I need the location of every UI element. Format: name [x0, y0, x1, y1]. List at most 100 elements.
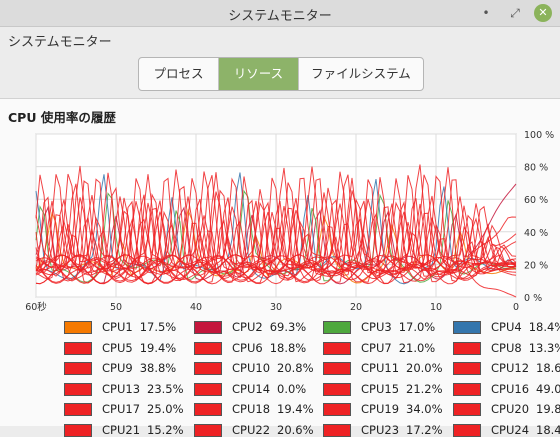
tab-processes[interactable]: プロセス [139, 58, 219, 90]
cpu-color-swatch[interactable] [453, 382, 481, 396]
cpu-usage-value: 20.8% [277, 361, 314, 375]
cpu-color-swatch[interactable] [453, 403, 481, 416]
cpu-legend-label: CPU7 21.0% [361, 341, 435, 355]
cpu-color-swatch[interactable] [323, 321, 351, 334]
cpu-legend-label: CPU19 34.0% [361, 402, 443, 416]
cpu-usage-value: 19.8 [536, 402, 560, 416]
x-tick-label: 60秒 [25, 301, 47, 313]
x-tick-label: 50 [110, 302, 122, 313]
y-tick-label: 20 % [524, 260, 548, 271]
cpu-name: CPU20 [491, 402, 530, 416]
cpu-color-swatch[interactable] [64, 403, 92, 416]
cpu-color-swatch[interactable] [64, 382, 92, 396]
cpu-color-swatch[interactable] [194, 403, 222, 416]
cpu-usage-value: 0.0% [277, 381, 307, 396]
maximize-button[interactable]: ⤢ [510, 6, 520, 20]
cpu-usage-value: 21.2% [406, 381, 443, 396]
cpu-color-swatch[interactable] [453, 362, 481, 375]
cpu-usage-value: 49.0 [536, 381, 560, 396]
cpu-color-swatch[interactable] [323, 341, 351, 355]
cpu-color-swatch[interactable] [194, 321, 222, 334]
section-title: CPU 使用率の履歴 [8, 110, 116, 125]
y-tick-label: 60 % [524, 195, 548, 206]
title-bar: システムモニター • ⤢ ✕ [0, 0, 560, 27]
cpu-name: CPU1 [102, 320, 133, 334]
y-tick-label: 80 % [524, 163, 548, 174]
cpu-legend-label: CPU10 20.8% [232, 361, 314, 375]
cpu-color-swatch[interactable] [323, 362, 351, 375]
cpu-name: CPU6 [232, 340, 263, 355]
cpu-legend-label: CPU5 19.4% [102, 341, 176, 355]
cpu-history-line-cpu24 [35, 174, 517, 285]
cpu-legend-label: CPU20 19.8 [491, 402, 560, 416]
x-tick-label: 30 [270, 302, 282, 313]
cpu-usage-value: 17.0% [398, 320, 436, 334]
cpu-legend-label: CPU17 25.0% [102, 402, 184, 416]
cpu-color-swatch[interactable] [64, 321, 92, 334]
cpu-name: CPU2 [232, 320, 263, 334]
x-tick-label: 10 [430, 302, 442, 313]
cpu-legend-label: CPU2 69.3% [232, 320, 306, 334]
cpu-color-swatch[interactable] [194, 423, 222, 437]
cpu-color-swatch[interactable] [64, 423, 92, 437]
cpu-legend-label: CPU9 38.8% [102, 361, 176, 375]
cpu-legend-label: CPU14 0.0% [232, 382, 306, 396]
cpu-usage-value: 19.4% [139, 340, 177, 355]
cpu-color-swatch[interactable] [453, 423, 481, 437]
cpu-name: CPU19 [361, 402, 400, 416]
cpu-usage-value: 13.3% [528, 340, 560, 355]
cpu-legend-label: CPU1 17.5% [102, 320, 176, 334]
cpu-color-swatch[interactable] [323, 403, 351, 416]
cpu-color-swatch[interactable] [194, 382, 222, 396]
cpu-history-line-cpu13 [35, 192, 517, 284]
y-tick-label: 100 % [524, 130, 554, 141]
cpu-name: CPU17 [102, 402, 141, 416]
cpu-color-swatch[interactable] [194, 362, 222, 375]
minimize-button[interactable]: • [482, 6, 490, 20]
cpu-legend-label: CPU15 21.2% [361, 382, 443, 396]
cpu-usage-value: 21.0% [398, 340, 436, 355]
cpu-name: CPU14 [232, 381, 271, 396]
tab-resources[interactable]: リソース [219, 58, 299, 90]
cpu-legend-label: CPU8 13.3% [491, 341, 560, 355]
cpu-name: CPU7 [361, 340, 392, 355]
cpu-name: CPU9 [102, 361, 133, 375]
cpu-history-line-cpu16 [35, 212, 517, 285]
cpu-usage-value: 18.8% [269, 340, 307, 355]
cpu-history-line-cpu20 [35, 164, 517, 284]
cpu-usage-value: 23.5% [147, 381, 184, 396]
cpu-usage-value: 38.8% [139, 361, 177, 375]
cpu-legend-label: CPU3 17.0% [361, 320, 435, 334]
x-tick-label: 0 [513, 302, 519, 313]
cpu-color-swatch[interactable] [453, 341, 481, 355]
cpu-color-swatch[interactable] [323, 423, 351, 437]
cpu-name: CPU4 [491, 320, 522, 334]
cpu-color-swatch[interactable] [64, 341, 92, 355]
window-title: システムモニター [228, 9, 332, 24]
cpu-name: CPU5 [102, 340, 133, 355]
y-tick-label: 0 % [524, 293, 542, 304]
x-tick-label: 20 [350, 302, 362, 313]
cpu-legend-label: CPU18 19.4% [232, 402, 314, 416]
cpu-legend-label: CPU16 49.0 [491, 382, 560, 396]
cpu-color-swatch[interactable] [453, 321, 481, 334]
cpu-history-chart: 100 % 80 % 60 % 40 % 20 % 0 % 60秒 50 40 30 20 10 0 [25, 130, 554, 313]
cpu-usage-value: 69.3% [269, 320, 307, 334]
app-menu-label[interactable]: システムモニター [8, 35, 112, 50]
cpu-name: CPU8 [491, 340, 522, 355]
cpu-color-swatch[interactable] [64, 362, 92, 375]
cpu-name: CPU15 [361, 381, 400, 396]
cpu-usage-value: 18.6 [536, 361, 560, 375]
cpu-usage-value: 34.0% [406, 402, 443, 416]
cpu-color-swatch[interactable] [323, 382, 351, 396]
resources-panel: CPU 使用率の履歴 100 % 80 % 60 % 40 % 20 % 0 % 60秒 50… [0, 98, 560, 437]
cpu-name: CPU11 [361, 361, 400, 375]
close-button[interactable]: ✕ [534, 4, 552, 22]
cpu-name: CPU3 [361, 320, 392, 334]
cpu-color-swatch[interactable] [194, 341, 222, 355]
y-tick-label: 40 % [524, 228, 548, 239]
tab-file-systems[interactable]: ファイルシステム [311, 66, 411, 81]
cpu-usage-value: 17.5% [139, 320, 177, 334]
tab-bar: プロセス リソース ファイルシステム [138, 57, 424, 91]
cpu-history-line-cpu18 [35, 195, 517, 285]
